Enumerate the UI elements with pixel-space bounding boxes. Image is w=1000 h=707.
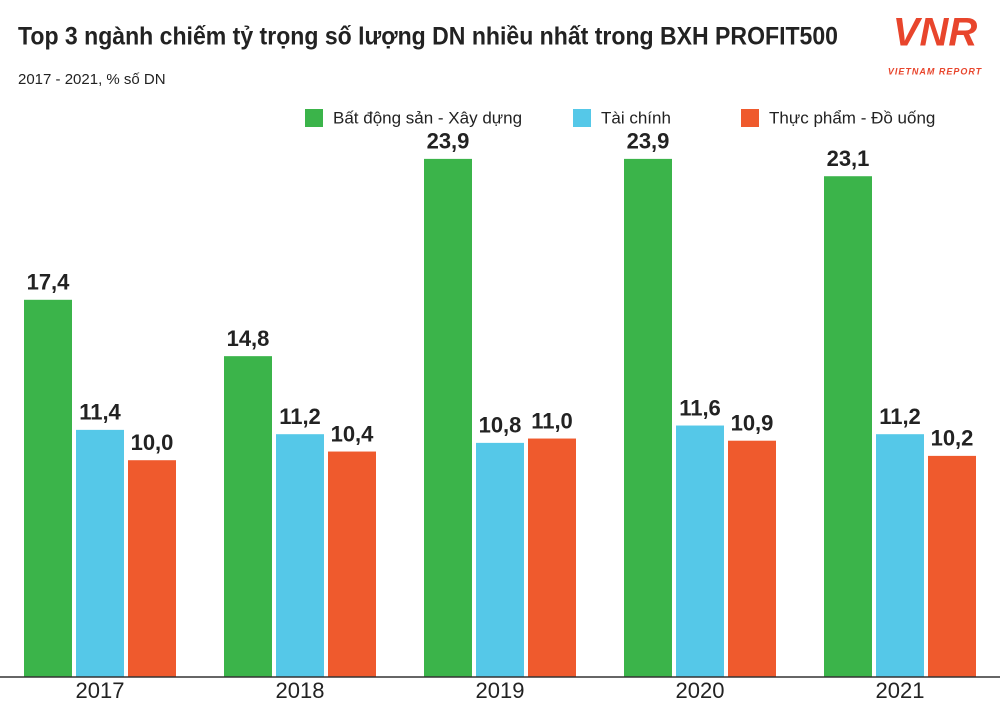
value-label: 10,2 bbox=[931, 426, 974, 451]
legend-swatch bbox=[573, 109, 591, 127]
legend-swatch bbox=[305, 109, 323, 127]
value-label: 10,0 bbox=[131, 430, 174, 455]
x-tick-label: 2019 bbox=[476, 678, 525, 703]
value-label: 11,2 bbox=[879, 404, 921, 429]
bar bbox=[624, 158, 672, 677]
bar bbox=[728, 440, 776, 677]
legend-label: Thực phẩm - Đồ uống bbox=[769, 108, 935, 127]
value-label: 11,4 bbox=[79, 400, 121, 425]
bar bbox=[824, 176, 872, 677]
chart-title: Top 3 ngành chiếm tỷ trọng số lượng DN n… bbox=[18, 23, 838, 51]
bar bbox=[128, 460, 176, 677]
bar bbox=[76, 429, 124, 677]
value-label: 10,9 bbox=[731, 411, 774, 436]
value-label: 10,4 bbox=[331, 421, 375, 446]
legend-swatch bbox=[741, 109, 759, 127]
bar bbox=[476, 442, 524, 677]
value-label: 23,1 bbox=[827, 146, 870, 171]
value-label: 23,9 bbox=[627, 129, 670, 154]
bar bbox=[24, 299, 72, 677]
value-label: 14,8 bbox=[227, 326, 270, 351]
bar bbox=[528, 438, 576, 677]
value-label: 17,4 bbox=[27, 270, 71, 295]
value-label: 23,9 bbox=[427, 129, 470, 154]
bar bbox=[928, 455, 976, 677]
value-label: 11,6 bbox=[679, 395, 721, 420]
logo-caption: VIETNAM REPORT bbox=[888, 66, 983, 76]
bar bbox=[876, 434, 924, 677]
value-label: 10,8 bbox=[479, 413, 522, 438]
value-label: 11,2 bbox=[279, 404, 321, 429]
bar bbox=[224, 356, 272, 677]
legend-label: Tài chính bbox=[601, 108, 671, 127]
chart-subtitle: 2017 - 2021, % số DN bbox=[18, 71, 166, 88]
logo: VNR bbox=[893, 11, 978, 55]
x-tick-label: 2020 bbox=[676, 678, 725, 703]
bar bbox=[676, 425, 724, 677]
x-tick-label: 2018 bbox=[276, 678, 325, 703]
x-tick-label: 2021 bbox=[876, 678, 925, 703]
bar bbox=[424, 158, 472, 677]
bar bbox=[276, 434, 324, 677]
value-label: 11,0 bbox=[531, 408, 573, 433]
bar bbox=[328, 451, 376, 677]
legend-label: Bất động sản - Xây dựng bbox=[333, 108, 522, 127]
x-tick-label: 2017 bbox=[76, 678, 125, 703]
